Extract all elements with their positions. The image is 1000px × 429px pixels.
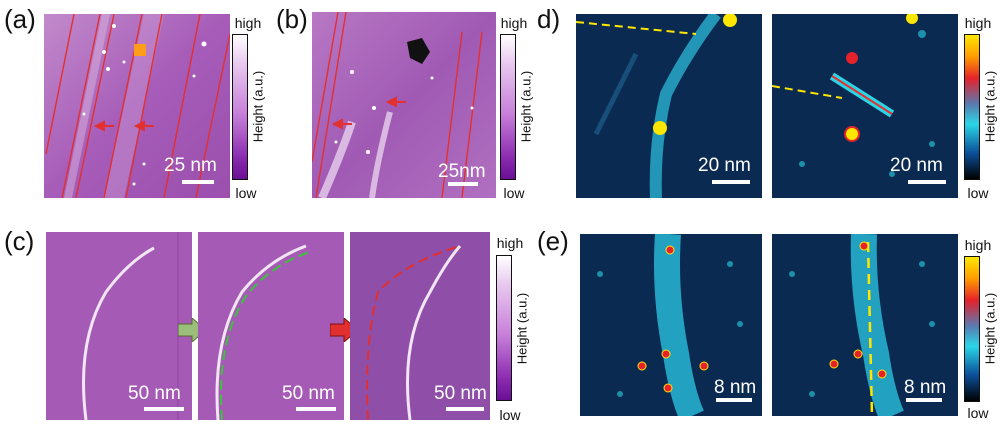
colorbar-axis-d: Height (a.u.) (982, 70, 998, 143)
colorbar-b (500, 34, 516, 180)
colorbar-d (964, 34, 980, 180)
scale-label-e1: 8 nm (714, 377, 757, 398)
scale-bar-d2 (908, 180, 946, 184)
scale-label-c3: 50 nm (434, 383, 487, 404)
colorbar-high-e: high (964, 237, 992, 253)
colorbar-a (232, 34, 248, 180)
scale-label-d2: 20 nm (890, 155, 943, 176)
scale-label-e2: 8 nm (904, 377, 947, 398)
stm-image-e1: 8 nm (580, 234, 762, 416)
colorbar-high-c: high (496, 235, 524, 251)
scale-bar-c1 (144, 407, 184, 411)
colorbar-axis-a: Height (a.u.) (250, 70, 266, 143)
colorbar-axis-b: Height (a.u.) (518, 70, 534, 143)
colorbar-axis-e: Height (a.u.) (982, 292, 998, 365)
colorbar-low-c: low (499, 407, 521, 423)
afm-image-c1: 50 nm (46, 232, 192, 420)
scale-bar-a (182, 180, 214, 184)
colorbar-axis-c: Height (a.u.) (514, 292, 530, 365)
stm-image-d2: 20 nm (772, 14, 958, 198)
colorbar-low-b: low (503, 185, 525, 201)
panel-label-e: (e) (537, 226, 569, 256)
colorbar-high-a: high (234, 15, 262, 31)
scale-label-d1: 20 nm (698, 155, 751, 176)
afm-image-c3: 50 nm (350, 232, 490, 420)
scale-bar-b (448, 182, 478, 186)
panel-label-a: (a) (4, 4, 36, 34)
afm-image-b: 25nm (312, 12, 496, 198)
panel-label-d: d) (537, 4, 561, 34)
scale-label-c2: 50 nm (282, 383, 335, 404)
colorbar-low-d: low (967, 185, 989, 201)
colorbar-low-e: low (967, 405, 989, 421)
afm-image-c2: 50 nm (198, 232, 344, 420)
stm-image-e2: 8 nm (772, 234, 958, 416)
scale-label-a: 25 nm (164, 155, 217, 176)
stm-image-d1: 20 nm (576, 14, 762, 198)
panel-label-b: (b) (276, 4, 308, 34)
scale-label-c1: 50 nm (128, 383, 181, 404)
scale-bar-e1 (716, 398, 752, 402)
colorbar-c (496, 255, 512, 401)
scale-bar-c3 (446, 407, 484, 411)
panel-label-c: (c) (4, 226, 35, 256)
scale-bar-c2 (296, 407, 336, 411)
colorbar-low-a: low (235, 185, 257, 201)
colorbar-e (964, 256, 980, 402)
scale-bar-e2 (906, 398, 942, 402)
scale-bar-d1 (712, 180, 750, 184)
colorbar-high-d: high (964, 15, 992, 31)
afm-image-a: 25 nm (44, 14, 230, 198)
colorbar-high-b: high (500, 15, 528, 31)
scale-label-b: 25nm (438, 161, 486, 182)
